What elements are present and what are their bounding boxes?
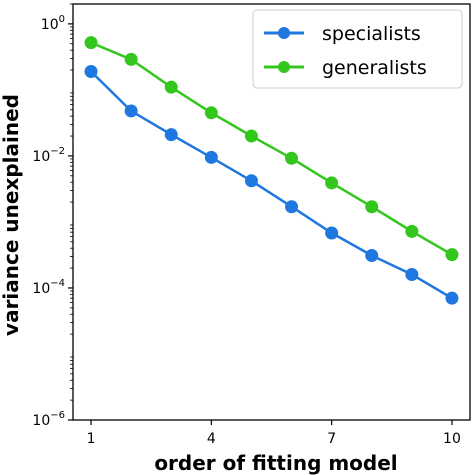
point-generalists-8 <box>365 200 379 214</box>
point-generalists-3 <box>164 80 178 94</box>
point-generalists-1 <box>84 36 98 50</box>
y-tick-label-0: 100 <box>41 14 65 33</box>
point-generalists-9 <box>405 224 419 238</box>
x-tick-label-10: 10 <box>443 431 461 447</box>
point-generalists-5 <box>244 129 258 143</box>
legend-label-generalists: generalists <box>322 57 427 79</box>
plot-frame <box>72 3 471 421</box>
series-layer <box>84 36 459 305</box>
x-axis-title: order of fitting model <box>154 451 397 475</box>
point-generalists-4 <box>204 106 218 120</box>
point-specialists-8 <box>365 249 379 263</box>
point-generalists-7 <box>325 176 339 190</box>
x-tick-label-4: 4 <box>207 431 216 447</box>
point-specialists-9 <box>405 267 419 281</box>
legend: specialists generalists <box>252 9 463 89</box>
point-specialists-4 <box>204 150 218 164</box>
legend-label-specialists: specialists <box>322 23 421 45</box>
y-axis-title: variance unexplained <box>0 94 23 336</box>
point-specialists-7 <box>325 226 339 240</box>
point-generalists-6 <box>285 151 299 165</box>
axes-layer: 1 4 7 10 10−6 10−4 10−2 100 <box>32 3 461 447</box>
y-tick-label-−2: 10−2 <box>32 146 65 165</box>
point-generalists-10 <box>445 248 459 262</box>
x-tick-label-1: 1 <box>87 431 96 447</box>
series-line-generalists <box>90 41 453 256</box>
point-specialists-10 <box>445 291 459 305</box>
point-specialists-2 <box>124 104 138 118</box>
point-specialists-5 <box>244 174 258 188</box>
legend-marker-generalists <box>278 61 290 73</box>
legend-box <box>252 9 463 89</box>
point-specialists-6 <box>285 200 299 214</box>
point-generalists-2 <box>124 52 138 66</box>
series-line-specialists <box>90 70 453 300</box>
point-specialists-3 <box>164 128 178 142</box>
y-tick-label-−6: 10−6 <box>32 410 65 429</box>
point-specialists-1 <box>84 64 98 78</box>
legend-marker-specialists <box>278 27 290 39</box>
x-tick-label-7: 7 <box>327 431 336 447</box>
y-tick-label-−4: 10−4 <box>32 278 65 297</box>
